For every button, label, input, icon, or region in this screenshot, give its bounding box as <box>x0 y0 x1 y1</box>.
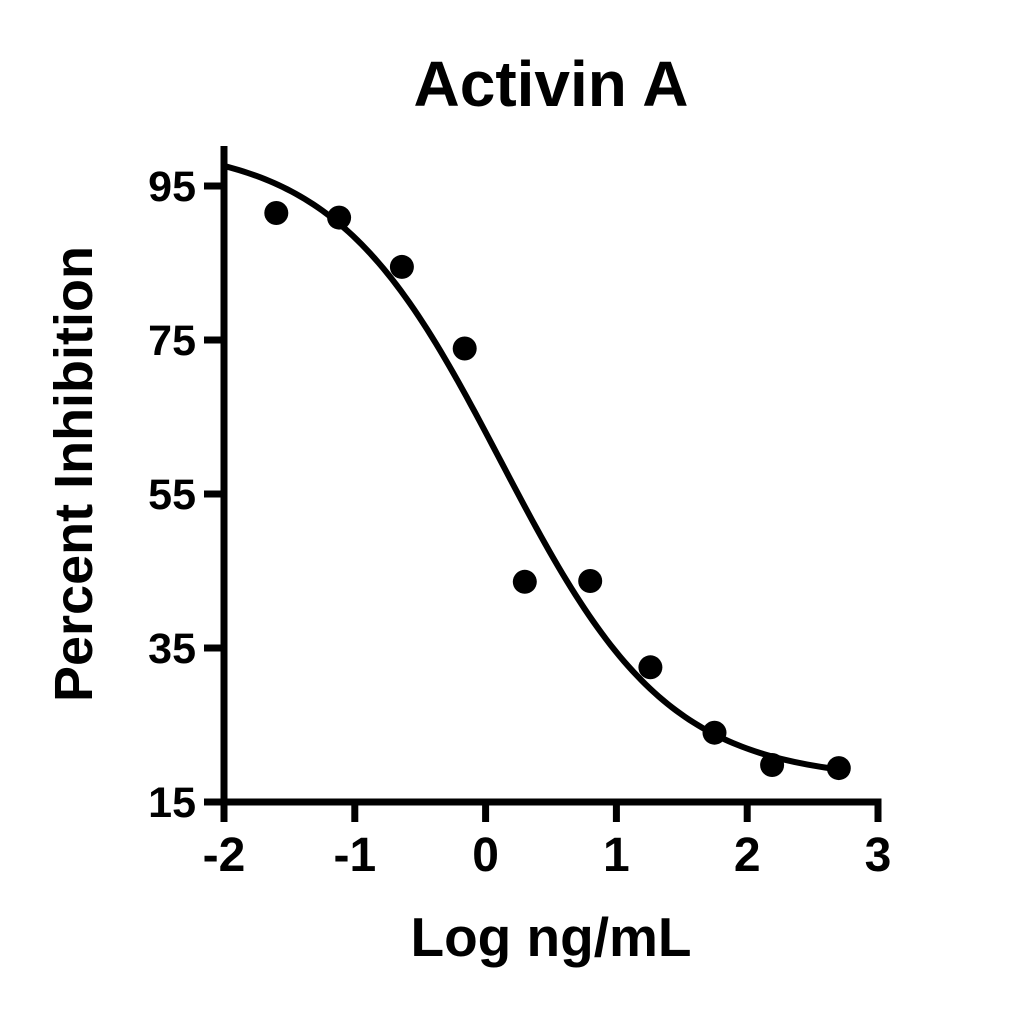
y-tick-label: 35 <box>148 625 196 673</box>
y-tick-label: 95 <box>148 163 196 211</box>
x-tick-label: 2 <box>734 829 761 882</box>
data-point <box>512 569 537 594</box>
data-point <box>826 756 851 781</box>
data-points <box>264 201 851 781</box>
data-point <box>638 655 663 680</box>
y-tick-label: 15 <box>148 779 196 827</box>
y-tick-label: 55 <box>148 471 196 519</box>
y-tick-label: 75 <box>148 317 196 365</box>
y-axis-title: Percent Inhibition <box>44 246 104 702</box>
data-point <box>264 201 289 225</box>
x-axis-title: Log ng/mL <box>410 906 691 968</box>
x-tick-label: -1 <box>333 829 376 882</box>
chart-title: Activin A <box>414 48 689 120</box>
x-tick-label: 0 <box>472 829 499 882</box>
data-point <box>452 336 477 361</box>
x-tick-label: 3 <box>865 829 892 882</box>
data-point <box>760 753 785 777</box>
x-tick-label: 1 <box>603 829 630 882</box>
axes: -2 -1 0 1 2 3 15 35 55 75 95 <box>148 146 891 882</box>
data-point <box>702 720 727 745</box>
dose-response-curve <box>225 163 839 773</box>
data-point <box>389 254 414 279</box>
x-tick-label: -2 <box>203 829 246 882</box>
data-point <box>578 569 603 593</box>
fit-curve <box>225 163 839 773</box>
data-point <box>327 205 352 230</box>
